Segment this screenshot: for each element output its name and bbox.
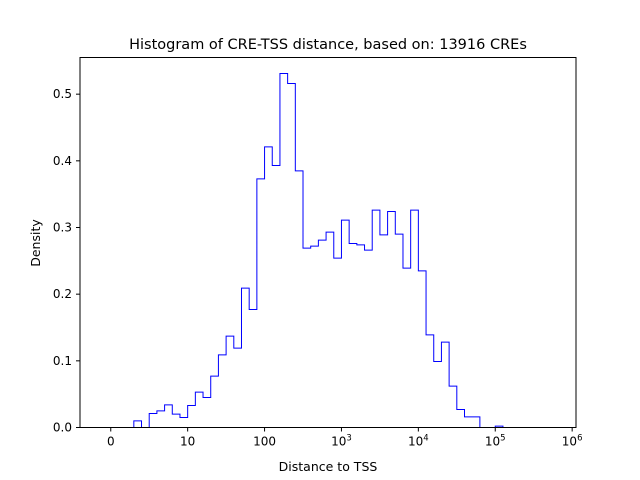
x-tick-label: 0	[107, 435, 115, 449]
x-tick-label: 100	[253, 435, 276, 449]
histogram-step-line	[110, 73, 511, 428]
x-tick-label: 103	[331, 434, 352, 449]
x-tick-label: 106	[562, 434, 583, 449]
chart-title: Histogram of CRE-TSS distance, based on:…	[129, 37, 527, 53]
y-tick-label: 0.1	[53, 354, 72, 368]
y-tick-label: 0.0	[53, 421, 72, 435]
histogram-step-layer	[110, 73, 511, 428]
x-axis-label: Distance to TSS	[279, 459, 378, 474]
plot-area-frame	[79, 57, 577, 428]
y-tick-label: 0.3	[53, 221, 72, 235]
y-axis-ticks: 0.0 0.1 0.2 0.3 0.4 0.5	[53, 87, 80, 435]
x-tick-label: 10	[180, 435, 195, 449]
y-tick-label: 0.5	[53, 87, 72, 101]
y-tick-label: 0.2	[53, 287, 72, 301]
x-tick-label: 104	[408, 434, 429, 449]
x-tick-label: 105	[485, 434, 506, 449]
x-axis-ticks: 0 10 100 103 104 105 106	[107, 427, 583, 449]
y-axis-label: Density	[28, 219, 43, 267]
y-tick-label: 0.4	[53, 154, 72, 168]
